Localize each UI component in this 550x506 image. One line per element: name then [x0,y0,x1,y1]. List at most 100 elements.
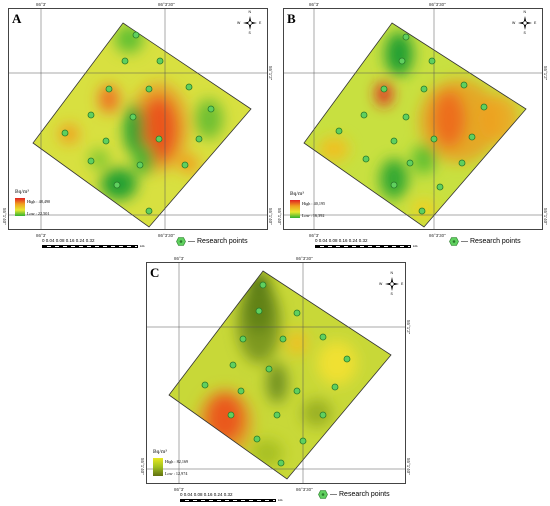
research-point [121,57,129,65]
scale-graphic [42,245,138,248]
legend-color-bar [15,198,25,216]
research-points-dash: — [188,238,195,245]
legend-high: High : 48,490 [27,199,51,204]
research-points-dash: — [330,491,337,498]
research-point [460,81,468,89]
research-points-label: Research points [470,238,521,245]
research-point [418,207,426,215]
legend-title: Bq/m³ [290,191,304,197]
legend-low: Low : 22,501 [27,211,50,216]
research-point [335,127,343,135]
research-point [273,411,281,419]
research-point-icon [318,490,328,499]
compass-s: S [390,292,393,296]
research-point [293,387,301,395]
map-panel-a: A N S W E Bq/m³ High : 48,490 Low : 22,5… [0,0,273,252]
research-point [390,137,398,145]
research-point [87,111,95,119]
compass-w: W [512,21,516,25]
research-point [201,381,209,389]
research-point [299,437,307,445]
scale-graphic [315,245,411,248]
compass-n: N [523,10,527,14]
legend-low: Low : 12,974 [165,471,188,476]
scale-bar: 0 0.04 0.08 0.16 0.24 0.32 km [315,238,425,252]
lon-label-bottom-left: 86°3' [309,233,320,238]
lon-label-top-right: 86°3'30" [296,256,313,261]
lat-label-left-lower: 55°1'40" [2,208,7,225]
scale-unit: km [278,498,283,502]
lat-label-right-lower: 55°1'40" [406,458,411,475]
research-point [343,355,351,363]
compass-e: E [401,282,404,286]
lon-label-bottom-right: 86°3'30" [158,233,175,238]
research-point [259,281,267,289]
research-points-label: Research points [339,491,390,498]
research-point [105,85,113,93]
research-points-legend: — Research points [449,237,521,246]
research-point [279,335,287,343]
heatmap-a [9,9,267,229]
legend-low: Low : 16,392 [302,213,325,218]
scale-bar: 0 0.04 0.08 0.16 0.24 0.32 km [180,492,290,506]
research-point [87,157,95,165]
research-point [102,137,110,145]
research-points-legend: — Research points [318,490,390,499]
scale-unit: km [140,244,145,248]
lon-label-bottom-right: 86°3'30" [296,487,313,492]
lat-label-right-upper: 55°1'2" [543,66,548,81]
heatmap-c [147,263,405,483]
legend-high: High : 82,169 [165,459,189,464]
research-point [255,307,263,315]
research-point [398,57,406,65]
research-point [406,159,414,167]
research-point [61,129,69,137]
research-point [428,57,436,65]
heatmap-b [284,9,542,229]
north-arrow-icon: N S W E [379,271,404,296]
lat-label-right-lower: 55°1'40" [268,208,273,225]
research-point [207,105,215,113]
panel-letter: A [12,11,22,26]
research-point [129,113,137,121]
lon-label-bottom-left: 86°3' [36,233,47,238]
research-point [458,159,466,167]
research-point [430,135,438,143]
scale-numbers: 0 0.04 0.08 0.16 0.24 0.32 [180,492,233,497]
research-point [277,459,285,467]
research-point [145,207,153,215]
research-point-icon [449,237,459,246]
lat-label-left-lower: 55°1'40" [277,208,282,225]
compass-s: S [248,31,251,35]
research-point [402,113,410,121]
research-point [239,335,247,343]
compass-e: E [534,21,537,25]
lon-label-top-right: 86°3'30" [429,2,446,7]
research-point [480,103,488,111]
compass-w: W [237,21,241,25]
scale-numbers: 0 0.04 0.08 0.16 0.24 0.32 [315,238,368,243]
research-point [390,181,398,189]
compass-s: S [523,31,526,35]
map-frame: B N S W E Bq/m³ High : 40,195 Low : 16,3… [283,8,543,230]
north-arrow-icon: N S W E [237,10,261,35]
research-point [468,133,476,141]
scale-unit: km [413,244,418,248]
compass-n: N [248,10,252,14]
research-point [331,383,339,391]
research-point [136,161,144,169]
research-point [420,85,428,93]
research-point [229,361,237,369]
research-point [293,309,301,317]
lon-label-top-right: 86°3'30" [158,2,175,7]
legend-color-bar [290,200,300,218]
legend-color-bar [153,458,163,476]
north-arrow-icon: N S W E [512,10,537,35]
lon-label-bottom-right: 86°3'30" [429,233,446,238]
research-point [380,85,388,93]
map-frame: C N S W E Bq/m³ High : 82,169 Low : 12,9… [146,262,406,484]
compass-n: N [390,271,394,275]
research-point [360,111,368,119]
research-point [436,183,444,191]
research-point [265,365,273,373]
